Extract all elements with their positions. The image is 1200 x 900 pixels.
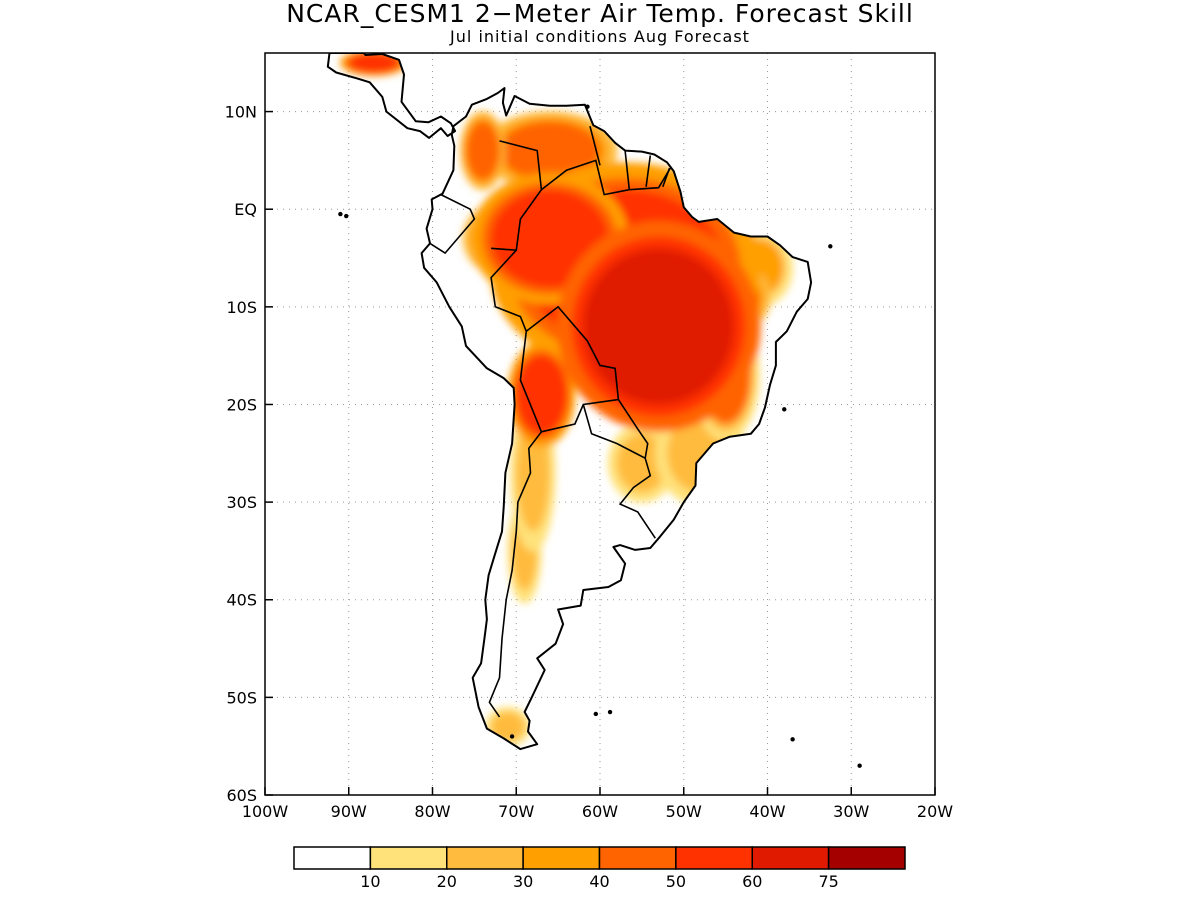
x-tick-label: 50W (666, 802, 702, 821)
colorbar-label: 60 (742, 872, 762, 891)
island (607, 709, 613, 715)
country-border (429, 193, 476, 255)
country-border (491, 140, 543, 252)
x-tick-label: 20W (917, 802, 953, 821)
x-tick-label: 30W (833, 802, 869, 821)
x-tick-label: 90W (331, 802, 367, 821)
island (790, 737, 795, 742)
colorbar-swatch (675, 846, 753, 870)
island (828, 244, 833, 249)
colorbar-label: 10 (360, 872, 380, 891)
island (593, 711, 599, 717)
skill-region (583, 248, 734, 405)
country-border (540, 159, 671, 196)
colorbar-label: 20 (437, 872, 457, 891)
y-tick-label: 10N (225, 103, 257, 122)
country-border (589, 126, 601, 166)
y-tick-label: EQ (234, 200, 257, 219)
colorbar-swatch (751, 846, 830, 870)
x-tick-label: 60W (582, 802, 618, 821)
skill-region (491, 712, 525, 742)
island (509, 734, 515, 739)
x-tick-label: 40W (749, 802, 785, 821)
colorbar-swatch (293, 846, 372, 870)
skill-region (499, 121, 600, 180)
y-tick-label: 20S (226, 395, 257, 414)
country-border (490, 249, 528, 332)
country-border (624, 150, 631, 190)
skill-field (339, 53, 794, 747)
skill-region (466, 121, 500, 180)
colorbar-swatch (446, 846, 524, 870)
colorbar-swatch (522, 846, 601, 870)
land-fill (339, 53, 794, 747)
y-tick-label: 60S (226, 786, 257, 805)
coastline-path (326, 53, 813, 751)
skill-regions (339, 53, 794, 747)
grid-lines (265, 53, 935, 795)
skill-region (516, 355, 567, 434)
colorbar-swatch (598, 846, 677, 870)
colorbar-label: 75 (818, 872, 838, 891)
y-tick-label: 10S (226, 298, 257, 317)
country-border (488, 431, 543, 718)
colorbar-swatch (827, 846, 906, 870)
y-tick-label: 50S (226, 688, 257, 707)
island (782, 407, 787, 412)
country-border (645, 155, 652, 187)
colorbar-label: 40 (589, 872, 609, 891)
y-tick-label: 40S (226, 591, 257, 610)
island (338, 211, 343, 217)
colorbar-label: 30 (513, 872, 533, 891)
chart-subtitle: Jul initial conditions Aug Forecast (450, 27, 750, 46)
island (344, 213, 349, 219)
y-axis: 10N EQ 10S 20S 30S 40S 50S 60S (225, 103, 273, 805)
y-tick-label: 30S (226, 493, 257, 512)
x-axis: 100W 90W 80W 70W 60W 50W 40W 30W 20W (242, 787, 953, 821)
skill-region (348, 53, 399, 73)
colorbar-label: 50 (666, 872, 686, 891)
coastline (326, 31, 862, 768)
chart-title: NCAR_CESM1 2−Meter Air Temp. Forecast Sk… (286, 0, 914, 28)
skill-region (616, 433, 667, 493)
colorbar: 10 20 30 40 50 60 75 (293, 846, 906, 891)
country-border (618, 457, 656, 539)
colorbar-swatch (369, 846, 448, 870)
x-tick-label: 80W (414, 802, 450, 821)
x-tick-label: 70W (498, 802, 534, 821)
island (585, 104, 590, 109)
x-tick-label: 100W (242, 802, 289, 821)
island (857, 763, 862, 768)
island (548, 31, 552, 35)
